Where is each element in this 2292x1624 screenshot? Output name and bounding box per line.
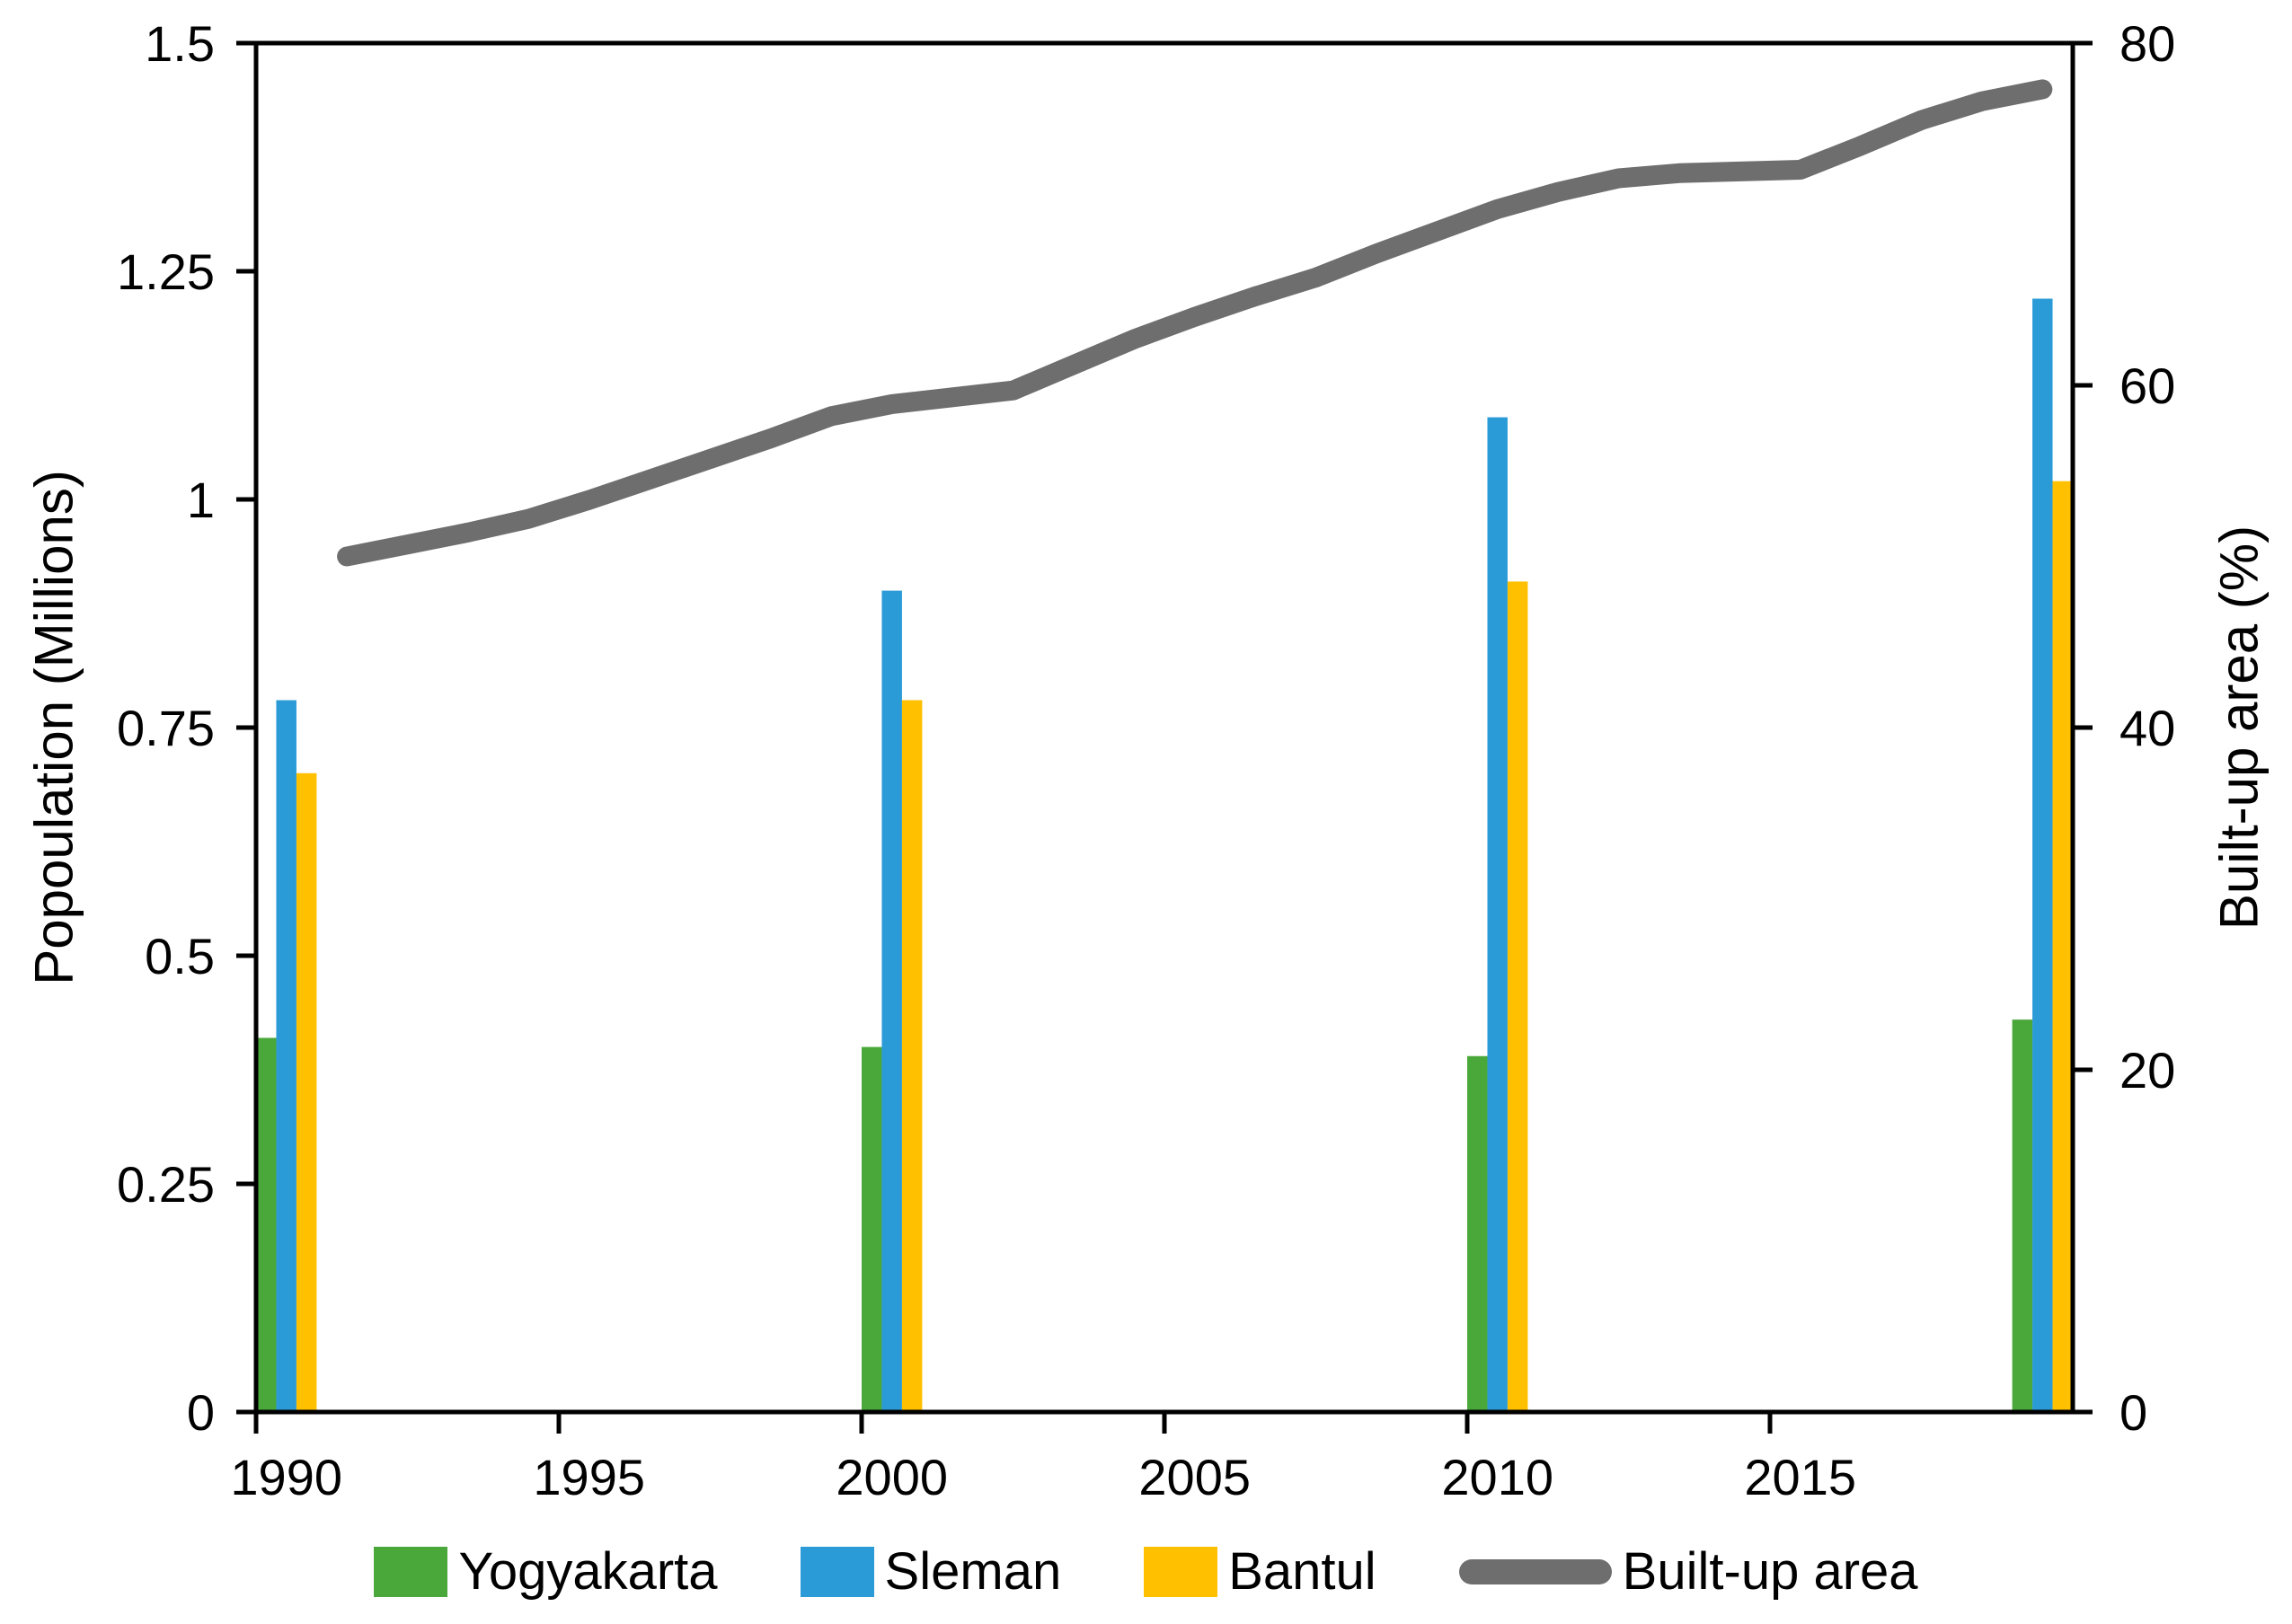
bar-sleman-2019 [2032, 298, 2053, 1413]
bar-sleman-1990 [276, 700, 296, 1412]
legend-swatch-builtup-area [1458, 1558, 1612, 1584]
legend-item-builtup-area: Built-up area [1458, 1541, 1918, 1602]
bar-bantul-2019 [2052, 481, 2073, 1413]
right-axis-tick-label: 40 [2119, 700, 2175, 756]
x-axis-tick-label: 2000 [836, 1449, 948, 1505]
left-axis-tick-label: 1.25 [117, 243, 215, 300]
builtup-area-line [337, 79, 2053, 567]
legend-label-bantul: Bantul [1228, 1542, 1376, 1601]
left-axis-tick-label: 0 [187, 1384, 215, 1441]
legend-item-yogyakarta: Yogyakarta [374, 1541, 718, 1602]
right-axis-tick-label: 20 [2119, 1042, 2175, 1099]
bar-yogyakarta-2000 [862, 1046, 882, 1412]
legend-label-builtup-area: Built-up area [1622, 1542, 1918, 1601]
x-axis-tick-label: 1990 [230, 1449, 342, 1505]
bar-bantul-2000 [901, 700, 923, 1412]
x-axis-tick-label: 2015 [1744, 1449, 1856, 1505]
x-axis-tick-label: 2010 [1441, 1449, 1553, 1505]
legend-swatch-sleman [800, 1546, 874, 1597]
right-axis-tick-label: 60 [2119, 357, 2175, 414]
bar-sleman-2010 [1487, 417, 1508, 1412]
left-axis-tick-label: 1.5 [145, 15, 215, 72]
legend-item-sleman: Sleman [800, 1541, 1062, 1602]
plot-border [253, 40, 2075, 1415]
bar-bantul-2010 [1507, 581, 1528, 1412]
bar-sleman-2000 [881, 590, 902, 1412]
left-axis-title: Popoulation (Millions) [23, 470, 84, 985]
legend: Yogyakarta Sleman Bantul Built-up area [0, 1541, 2292, 1602]
legend-label-sleman: Sleman [884, 1542, 1062, 1601]
left-axis-tick-label: 0.25 [117, 1156, 215, 1213]
bar-yogyakarta-2019 [2012, 1019, 2033, 1412]
legend-swatch-yogyakarta [374, 1546, 448, 1597]
legend-label-yogyakarta: Yogyakarta [458, 1542, 718, 1601]
x-axis-tick-label: 1995 [533, 1449, 645, 1505]
left-axis-tick-label: 0.5 [145, 928, 215, 984]
x-axis-tick-label: 2005 [1138, 1449, 1251, 1505]
right-axis-title: Built-up area (%) [2208, 525, 2270, 931]
right-axis-tick-label: 0 [2119, 1384, 2147, 1441]
legend-item-bantul: Bantul [1144, 1541, 1376, 1602]
legend-swatch-bantul [1144, 1546, 1218, 1597]
bar-yogyakarta-2010 [1467, 1055, 1488, 1412]
bar-bantul-1990 [296, 772, 317, 1412]
left-axis-tick-label: 0.75 [117, 700, 215, 756]
right-axis-tick-label: 80 [2119, 15, 2175, 72]
bar-yogyakarta-1990 [256, 1037, 277, 1412]
left-axis-tick-label: 1 [187, 472, 215, 528]
